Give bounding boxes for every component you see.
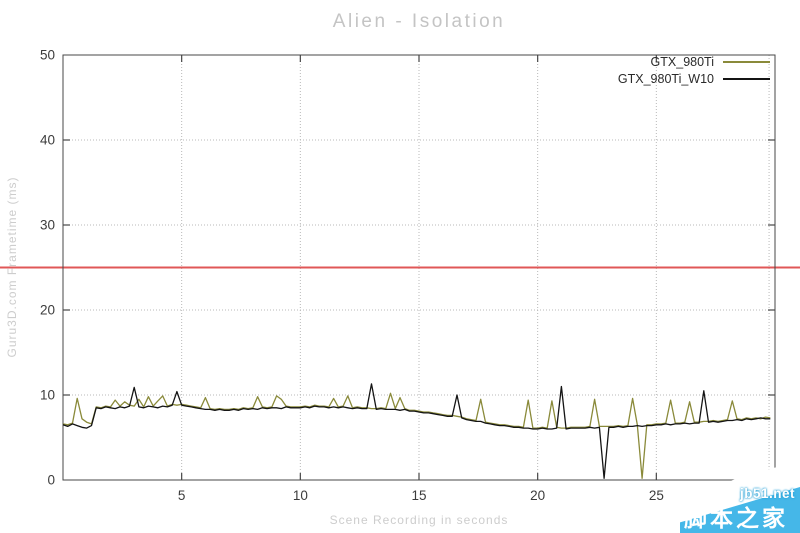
series-line-gtx_980ti_w10 — [62, 383, 771, 479]
x-axis-label: Scene Recording in seconds — [329, 513, 509, 527]
legend-label-gtx-980ti-w10: GTX_980Ti_W10 — [617, 72, 714, 86]
legend-item-gtx-980ti-w10: GTX_980Ti_W10 — [618, 72, 770, 86]
y-tick-label: 20 — [40, 303, 55, 318]
chart-title: Alien - Isolation — [332, 11, 506, 32]
watermark-site-text: jb51.net — [739, 486, 795, 501]
legend-swatch-olive-line — [723, 61, 770, 63]
y-tick-label: 50 — [40, 48, 55, 63]
legend: GTX_980Ti GTX_980Ti_W10 — [618, 55, 770, 86]
y-tick-label: 40 — [40, 133, 55, 148]
x-tick-label: 5 — [178, 488, 186, 503]
x-tick-label: 10 — [293, 488, 308, 503]
legend-swatch-black-line — [723, 78, 770, 80]
x-tick-label: 25 — [649, 488, 664, 503]
watermark-triangle — [680, 460, 800, 533]
y-axis-label: Guru3D.com Frametime (ms) — [5, 176, 19, 358]
watermark-name-text: 脚本之家 — [684, 505, 788, 531]
x-tick-label: 15 — [411, 488, 426, 503]
y-tick-label: 0 — [47, 473, 55, 488]
watermark-jb51: jb51.net 脚本之家 — [680, 455, 800, 533]
x-tick-label: 20 — [530, 488, 545, 503]
legend-item-gtx-980ti: GTX_980Ti — [618, 55, 770, 69]
y-tick-label: 30 — [40, 218, 55, 233]
y-tick-label: 10 — [40, 388, 55, 403]
legend-label-gtx-980ti: GTX_980Ti — [650, 55, 714, 69]
